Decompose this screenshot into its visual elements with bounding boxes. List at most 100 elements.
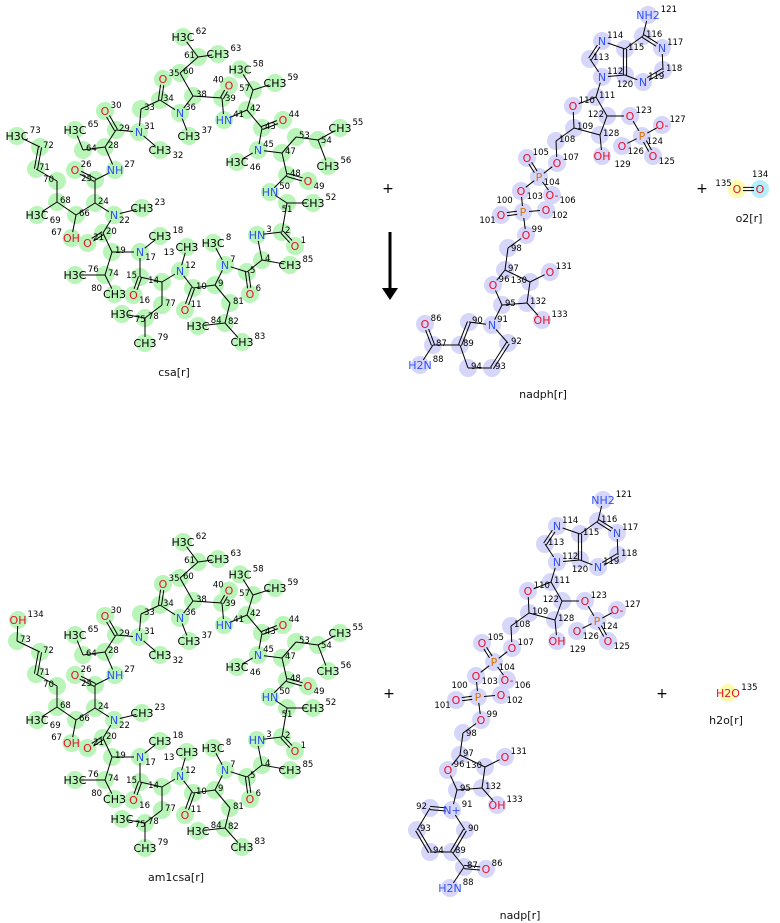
double-bond: [91, 736, 103, 744]
single-bond: [35, 168, 58, 182]
atom-number: 94: [433, 846, 444, 856]
single-bond: [197, 559, 213, 563]
atom-label: CH3: [149, 230, 172, 243]
atom-number: 133: [506, 795, 522, 805]
atom-number: 29: [119, 124, 130, 134]
single-bond: [452, 866, 465, 884]
single-bond: [451, 851, 465, 868]
atom-number: 7: [230, 255, 235, 265]
atom-label: CH3: [149, 735, 172, 748]
single-bond: [241, 152, 254, 160]
atom-number: 128: [603, 129, 619, 139]
double-bond: [600, 625, 607, 636]
double-bond: [643, 141, 650, 152]
single-bond: [183, 275, 194, 289]
atom-highlight: [331, 624, 349, 642]
single-bond: [203, 322, 226, 326]
atom-number: 39: [225, 599, 236, 609]
atom-highlight: [105, 285, 124, 303]
atom-number: 56: [340, 156, 351, 166]
atom-number: 102: [507, 696, 523, 706]
single-bond: [528, 210, 541, 212]
single-bond: [181, 757, 186, 771]
atom-highlight: [639, 6, 657, 24]
atom-number: 1: [301, 236, 306, 246]
bonds: [16, 20, 754, 884]
plus-sign-4: +: [656, 686, 668, 702]
atom-number: 118: [621, 549, 637, 559]
atom-label: O: [291, 240, 300, 253]
single-bond: [525, 180, 535, 188]
atom-number: 40: [213, 581, 224, 591]
atom-number: 97: [508, 264, 519, 274]
atom-label: O: [225, 80, 234, 93]
atom-highlight: [215, 111, 233, 129]
atom-label: O: [618, 140, 627, 153]
atom-number: 74: [108, 774, 119, 784]
single-bond: [498, 651, 508, 659]
atom-highlight: [176, 806, 194, 824]
single-bond: [252, 84, 270, 91]
atom-highlight: [266, 74, 284, 92]
double-bond: [545, 531, 556, 546]
atom-number: 89: [463, 339, 474, 349]
single-bond: [483, 695, 496, 697]
single-bond: [104, 779, 113, 794]
atom-number: 110: [579, 96, 595, 106]
atom-highlight: [189, 317, 207, 335]
atom-label: CH3: [134, 337, 157, 350]
single-bond: [94, 707, 110, 718]
atom-number: 50: [279, 182, 290, 192]
atom-label: O: [444, 764, 453, 777]
double-bond: [33, 146, 39, 169]
atom-label: OH: [63, 737, 80, 750]
atom-label: O: [452, 694, 461, 707]
single-bond: [139, 781, 163, 788]
single-bond: [295, 641, 319, 646]
atom-highlight: [209, 550, 227, 569]
atom-highlight: [568, 622, 586, 640]
single-bond: [616, 538, 619, 556]
single-bond: [274, 699, 288, 709]
atom-label: H3C: [187, 320, 210, 333]
atom-number: 99: [532, 225, 543, 235]
atom-number: 36: [185, 103, 196, 113]
atom-number: 21: [93, 738, 104, 748]
atom-number: 18: [172, 226, 183, 236]
double-bond: [244, 272, 249, 289]
single-bond: [661, 53, 664, 71]
single-bond: [224, 302, 231, 324]
atom-label: CH3: [134, 842, 157, 855]
atom-label: H3C: [64, 774, 87, 787]
atom-highlight: [171, 609, 189, 627]
atom-number: 57: [239, 589, 250, 599]
atom-number: 79: [157, 333, 168, 343]
double-bond: [458, 321, 468, 345]
single-bond: [143, 640, 156, 652]
atom-number: 14: [148, 276, 159, 286]
atom-number: 115: [583, 528, 599, 538]
single-bond: [139, 108, 142, 127]
atom-number: 12: [185, 261, 196, 271]
atom-number: 8: [226, 738, 231, 748]
atom-label: CH3: [302, 702, 325, 715]
single-bond: [214, 270, 223, 286]
single-bond: [573, 127, 601, 136]
atom-label: O: [546, 266, 555, 279]
single-bond: [22, 138, 41, 148]
atom-highlight: [248, 731, 266, 749]
single-bond: [159, 604, 176, 616]
atom-highlight: [28, 711, 46, 729]
atom-label: OH: [549, 635, 566, 648]
atom-number: 86: [492, 859, 503, 869]
molecule-name-csa: csa[r]: [158, 366, 190, 379]
atom-label: OH: [534, 314, 551, 327]
single-bond: [246, 259, 263, 273]
molecule-name-am1csa: am1csa[r]: [148, 871, 204, 884]
atom-label: O: [478, 637, 487, 650]
atom-number: 118: [666, 64, 682, 74]
double-bond: [282, 735, 293, 746]
atom-number: 30: [111, 606, 122, 616]
double-bond: [287, 677, 303, 684]
atom-number: 53: [299, 636, 310, 646]
